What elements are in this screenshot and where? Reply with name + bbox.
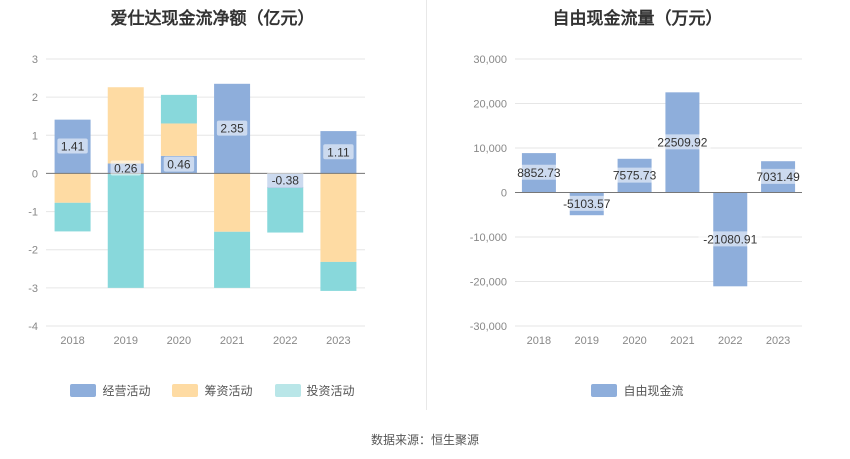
y-tick-label: -30,000 <box>470 321 507 333</box>
data-label-bg <box>110 160 141 176</box>
data-source: 数据来源：恒生聚源 <box>370 433 479 447</box>
y-tick-label: 2 <box>32 92 38 104</box>
left-chart-title: 爱仕达现金流净额（亿元） <box>110 9 315 28</box>
x-tick-label: 2020 <box>167 335 191 347</box>
bar-2 <box>107 87 144 164</box>
data-label: -21080.91 <box>703 232 757 246</box>
legend-item-financing[interactable]: 筹资活动 <box>172 382 253 399</box>
free-cash-flow-chart: 自由现金流量（万元） 30,000 20,000 10,000 0 -10,000 -20… <box>425 0 850 420</box>
data-label: 1.11 <box>327 145 350 159</box>
data-label: 7031.49 <box>756 170 800 184</box>
data-label: 7575.73 <box>613 169 657 183</box>
bar-2 <box>214 173 251 232</box>
y-tick-label: -3 <box>28 283 38 295</box>
y-tick-label: 10,000 <box>473 143 507 155</box>
x-tick-label: 2023 <box>766 335 790 347</box>
y-tick-label: 3 <box>32 54 38 66</box>
y-tick-label: -1 <box>28 207 38 219</box>
y-tick-label: -2 <box>28 245 38 257</box>
left-chart-plot: 3 2 1 0 -1 -2 -3 -4 2018 2019 2020 2021 2022 2023 1.41… <box>28 54 365 347</box>
legend-swatch-financing <box>172 384 199 397</box>
bar-2 <box>160 123 197 156</box>
y-tick-label: -4 <box>28 321 38 333</box>
right-chart-title: 自由现金流量（万元） <box>552 9 723 28</box>
bar-3 <box>267 187 304 233</box>
data-label-bg <box>57 138 88 154</box>
legend-item-investing[interactable]: 投资活动 <box>274 382 355 399</box>
bar-3 <box>160 94 197 124</box>
data-label: 22509.92 <box>657 135 707 149</box>
x-tick-label: 2021 <box>670 335 694 347</box>
bar-2 <box>54 173 91 203</box>
y-tick-label: 30,000 <box>473 54 507 66</box>
data-label-bg <box>323 144 354 160</box>
data-label: 0.26 <box>114 161 138 175</box>
data-label-bg <box>266 172 304 188</box>
x-tick-label: 2019 <box>114 335 138 347</box>
legend-label-operating: 经营活动 <box>102 384 151 398</box>
right-legend: 自由现金流 <box>425 382 850 399</box>
x-tick-label: 2022 <box>273 335 297 347</box>
data-label: 2.35 <box>220 122 244 136</box>
left-legend: 经营活动 筹资活动 投资活动 <box>0 382 425 399</box>
bar-3 <box>54 202 91 232</box>
data-label: 1.41 <box>61 140 85 154</box>
y-tick-label: 20,000 <box>473 99 507 111</box>
x-tick-label: 2018 <box>527 335 551 347</box>
y-tick-label: 1 <box>32 130 38 142</box>
cash-flow-chart: 爱仕达现金流净额（亿元） 3 2 1 0 -1 -2 -3 -4 2018 2019 2020 202… <box>0 0 425 420</box>
bar-2 <box>320 173 357 262</box>
x-tick-label: 2023 <box>326 335 350 347</box>
data-label: -5103.57 <box>563 197 611 211</box>
y-tick-label: -20,000 <box>470 277 507 289</box>
data-label-bg <box>513 164 565 180</box>
data-label-bg <box>558 195 616 211</box>
data-label-bg <box>609 167 660 183</box>
y-tick-label: 0 <box>32 168 38 180</box>
legend-swatch-operating <box>70 384 97 397</box>
data-label: 0.46 <box>167 158 191 172</box>
data-label: 8852.73 <box>517 166 561 180</box>
bar-3 <box>320 261 357 291</box>
legend-label-investing: 投资活动 <box>306 384 355 398</box>
x-tick-label: 2020 <box>622 335 646 347</box>
y-tick-label: 0 <box>501 188 507 200</box>
legend-item-operating[interactable]: 经营活动 <box>70 382 150 399</box>
x-tick-label: 2021 <box>220 335 244 347</box>
data-label: -0.38 <box>272 174 300 188</box>
bar-3 <box>107 173 144 288</box>
x-tick-label: 2022 <box>718 335 742 347</box>
data-label-bg <box>698 231 762 247</box>
x-tick-label: 2018 <box>60 335 84 347</box>
data-label-bg <box>163 156 195 172</box>
data-label-bg <box>216 120 248 136</box>
panel-divider <box>426 0 427 410</box>
data-label-bg <box>654 134 711 150</box>
x-tick-label: 2019 <box>575 335 599 347</box>
right-chart-plot: 30,000 20,000 10,000 0 -10,000 -20,000 -30,000… <box>470 54 804 347</box>
legend-swatch-free-cash-flow <box>591 384 618 397</box>
legend-label-free-cash-flow: 自由现金流 <box>623 384 684 398</box>
bar-3 <box>214 231 251 288</box>
data-label-bg <box>752 168 804 184</box>
y-tick-label: -10,000 <box>470 232 507 244</box>
legend-item-free-cash-flow[interactable]: 自由现金流 <box>591 382 684 399</box>
legend-swatch-investing <box>274 384 301 397</box>
legend-label-financing: 筹资活动 <box>204 384 253 398</box>
